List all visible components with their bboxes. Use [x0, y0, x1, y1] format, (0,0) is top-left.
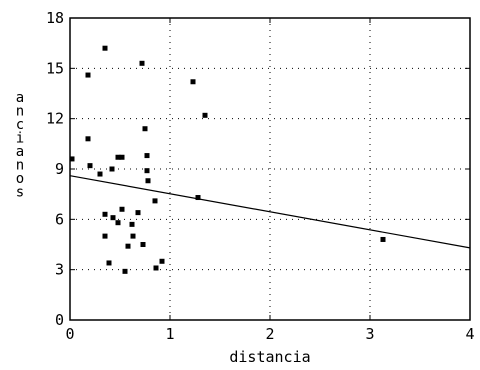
y-tick-label: 3 — [55, 261, 64, 279]
x-tick-label: 0 — [65, 325, 74, 343]
data-point — [102, 45, 108, 51]
x-tick-label: 2 — [265, 325, 274, 343]
data-point — [87, 163, 93, 169]
data-point — [129, 221, 135, 227]
regression-line — [69, 175, 471, 249]
y-tick-label: 9 — [55, 160, 64, 178]
data-point — [202, 112, 208, 118]
data-point — [115, 220, 121, 226]
data-point — [119, 154, 125, 160]
data-point — [380, 236, 386, 242]
data-point — [144, 153, 150, 159]
data-point — [110, 215, 116, 221]
data-point — [195, 195, 201, 201]
data-point — [69, 156, 75, 162]
y-tick-label: 18 — [46, 9, 64, 27]
grid-lines — [70, 18, 470, 320]
y-tick-label: 15 — [46, 59, 64, 77]
data-point — [142, 126, 148, 132]
data-points — [69, 45, 386, 274]
y-tick-label: 12 — [46, 110, 64, 128]
y-axis-label-letter: s — [16, 184, 24, 200]
y-tick-labels: 0 3 6 9 12 15 18 — [46, 9, 64, 329]
data-point — [119, 206, 125, 212]
data-point — [102, 211, 108, 217]
data-point — [159, 258, 165, 264]
data-point — [139, 60, 145, 66]
y-axis-label-letter: o — [16, 171, 24, 187]
y-axis-label-letter: n — [16, 157, 24, 173]
data-point — [152, 198, 158, 204]
y-tick-label: 0 — [55, 311, 64, 329]
data-point — [145, 178, 151, 184]
data-point — [85, 136, 91, 142]
data-point — [85, 72, 91, 78]
data-point — [97, 171, 103, 177]
data-point — [130, 233, 136, 239]
y-axis-label-letter: c — [16, 117, 24, 133]
x-tick-label: 1 — [165, 325, 174, 343]
x-tick-label: 3 — [365, 325, 374, 343]
x-tick-labels: 0 1 2 3 4 — [65, 325, 474, 343]
data-point — [135, 210, 141, 216]
data-point — [109, 166, 115, 172]
data-point — [153, 265, 159, 271]
y-axis-label-letter: n — [16, 103, 24, 119]
y-tick-label: 6 — [55, 210, 64, 228]
data-point — [144, 168, 150, 174]
data-point — [122, 268, 128, 274]
data-point — [115, 154, 121, 160]
y-axis-label-letter: a — [16, 144, 24, 160]
data-point — [102, 233, 108, 239]
y-axis-label-letter: i — [16, 130, 24, 146]
data-point — [106, 260, 112, 266]
x-tick-label: 4 — [465, 325, 474, 343]
data-point — [140, 242, 146, 247]
data-point — [190, 79, 196, 85]
x-axis-label: distancia — [229, 348, 310, 366]
plot-frame — [69, 17, 471, 321]
regression-layer — [69, 175, 471, 249]
data-point — [125, 243, 131, 249]
y-axis-label-letter: a — [16, 90, 24, 106]
